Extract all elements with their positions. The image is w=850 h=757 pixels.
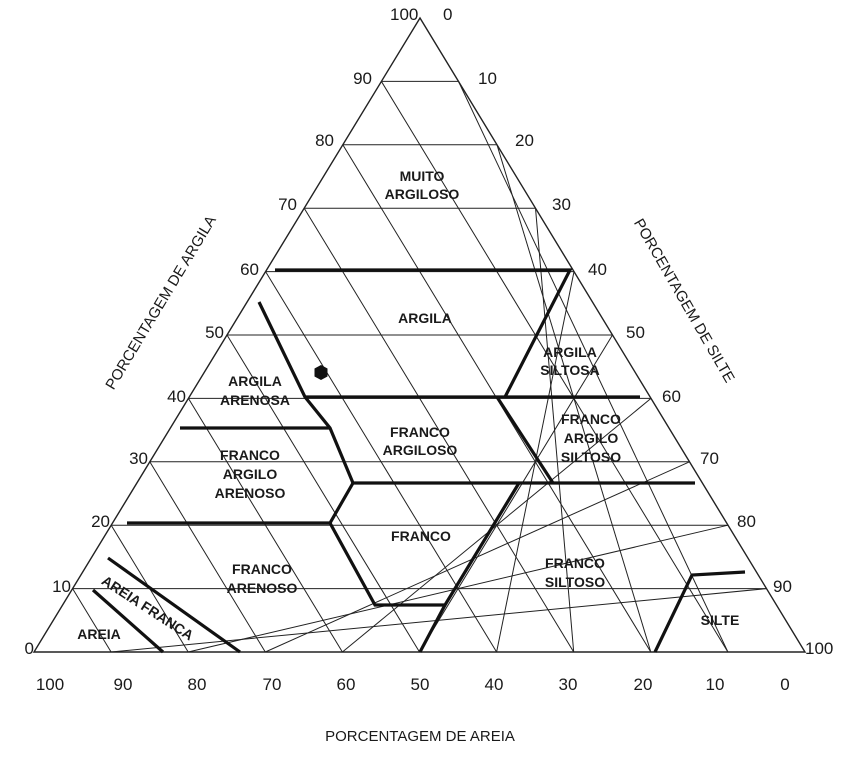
triangle-outline	[32, 16, 807, 653]
zone-franco-arenoso-line1: FRANCO	[232, 561, 292, 577]
clay-tick-60: 60	[240, 260, 259, 279]
silt-tick-20: 20	[515, 131, 534, 150]
silt-axis-title: PORCENTAGEM DE SILTE	[630, 216, 738, 386]
silt-axis-ticks: 10 20 30 40 50 60 70 80 90 100	[478, 69, 833, 658]
zone-franco-argilo-siltoso-line3: SILTOSO	[561, 449, 621, 465]
boundary-silt	[653, 570, 746, 653]
boundary-loam-bottom	[328, 482, 521, 607]
boundary-clay-loam-silt	[495, 396, 555, 484]
boundary-sand	[91, 588, 165, 654]
sand-tick-20: 20	[634, 675, 653, 694]
silt-tick-60: 60	[662, 387, 681, 406]
zone-franco-siltoso-line1: FRANCO	[545, 555, 605, 571]
silt-tick-50: 50	[626, 323, 645, 342]
silt-tick-30: 30	[552, 195, 571, 214]
sand-axis-ticks: 100 90 80 70 60 50 40 30 20 10 0	[36, 675, 790, 694]
zone-areia: AREIA	[77, 626, 121, 642]
zone-franco-argilo-arenoso-line3: ARENOSO	[215, 485, 286, 501]
zone-argila-arenosa-line1: ARGILA	[228, 373, 282, 389]
clay-tick-70: 70	[278, 195, 297, 214]
sand-tick-50: 50	[411, 675, 430, 694]
clay-axis-title: PORCENTAGEM DE ARGILA	[102, 213, 219, 393]
class-boundaries	[91, 268, 746, 654]
zone-franco-arenoso-line2: ARENOSO	[227, 580, 298, 596]
boundary-sandy-clay-right	[303, 395, 695, 485]
sand-tick-70: 70	[263, 675, 282, 694]
zone-argila: ARGILA	[398, 310, 452, 326]
silt-tick-90: 90	[773, 577, 792, 596]
zone-muito-argiloso-line2: ARGILOSO	[385, 186, 460, 202]
grid-line-sand-30	[149, 461, 266, 653]
grid-line-silt-50	[419, 334, 613, 653]
zone-argila-siltosa-line1: ARGILA	[543, 344, 597, 360]
zone-argila-arenosa-line2: ARENOSA	[220, 392, 290, 408]
clay-tick-10: 10	[52, 577, 71, 596]
sand-axis-title: PORCENTAGEM DE AREIA	[325, 728, 515, 745]
sand-tick-30: 30	[559, 675, 578, 694]
silt-tick-70: 70	[700, 449, 719, 468]
clay-tick-80: 80	[315, 131, 334, 150]
grid-line-sand-40	[187, 398, 343, 653]
zone-silte: SILTE	[701, 612, 740, 628]
boundary-clay-top	[275, 268, 573, 398]
clay-tick-0: 0	[25, 639, 34, 658]
clay-axis-ticks: 0 10 20 30 40 50 60 70 80 90	[25, 69, 372, 658]
silt-tick-40: 40	[588, 260, 607, 279]
grid-line-silt-70	[265, 461, 690, 653]
sand-tick-80: 80	[188, 675, 207, 694]
sand-tick-10: 10	[706, 675, 725, 694]
grid-line-sand-50	[226, 334, 420, 653]
silt-tick-80: 80	[737, 512, 756, 531]
grid-line-sand-90	[380, 81, 729, 653]
zone-franco-argiloso-line1: FRANCO	[390, 424, 450, 440]
clay-tick-30: 30	[129, 449, 148, 468]
grid-line-silt-90	[111, 588, 767, 653]
clay-tick-100: 100	[390, 5, 418, 24]
sand-tick-60: 60	[337, 675, 356, 694]
silt-tick-10: 10	[478, 69, 497, 88]
sand-tick-0: 0	[780, 675, 789, 694]
zone-franco-argilo-arenoso-line2: ARGILO	[223, 466, 278, 482]
boundary-silt-loam-base	[418, 604, 447, 653]
zone-franco-argilo-siltoso-line2: ARGILO	[564, 430, 619, 446]
clay-tick-90: 90	[353, 69, 372, 88]
sand-tick-100: 100	[36, 675, 64, 694]
grid-line-sand-70	[303, 207, 575, 653]
grid-line-silt-80	[188, 524, 729, 653]
silt-tick-0: 0	[443, 5, 452, 24]
sample-point-marker	[314, 365, 328, 380]
grid-lines	[72, 80, 767, 653]
clay-tick-40: 40	[167, 387, 186, 406]
zone-franco-argilo-siltoso-line1: FRANCO	[561, 411, 621, 427]
clay-tick-50: 50	[205, 323, 224, 342]
sand-tick-90: 90	[114, 675, 133, 694]
clay-tick-20: 20	[91, 512, 110, 531]
zone-franco-siltoso-line2: SILTOSO	[545, 574, 605, 590]
zone-argila-siltosa-line2: SILTOSA	[540, 362, 599, 378]
grid-line-sand-10	[72, 588, 112, 653]
boundary-loamy-sand	[107, 556, 241, 654]
silt-tick-100: 100	[805, 639, 833, 658]
zone-franco-argilo-arenoso-line1: FRANCO	[220, 447, 280, 463]
zone-franco-argiloso-line2: ARGILOSO	[383, 442, 458, 458]
zone-franco: FRANCO	[391, 528, 451, 544]
sand-tick-40: 40	[485, 675, 504, 694]
zone-muito-argiloso-line1: MUITO	[400, 168, 445, 184]
